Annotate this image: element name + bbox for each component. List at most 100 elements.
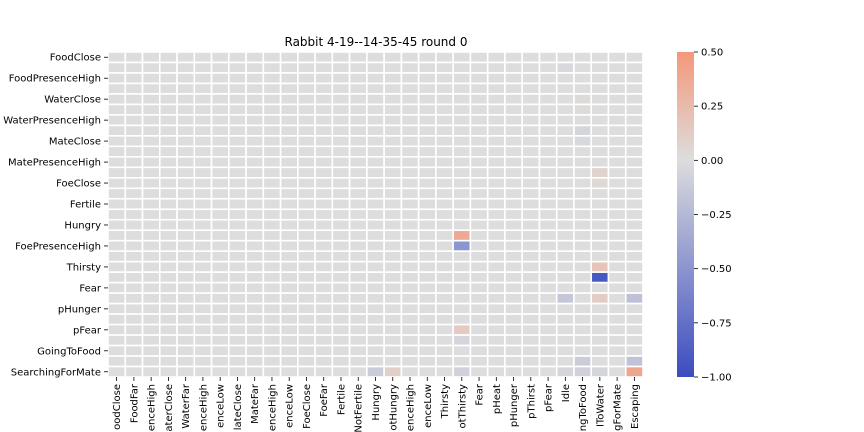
heatmap-cell (297, 323, 316, 336)
heatmap-cell (555, 229, 575, 242)
heatmap-cell (297, 218, 316, 232)
heatmap-cell (504, 229, 524, 242)
y-tick-label: pFear (73, 325, 102, 336)
colorbar-tick-label: 0.50 (701, 48, 723, 59)
x-tick-label: Fertile (336, 384, 347, 415)
y-tick-label: FoePresenceHigh (15, 241, 101, 252)
heatmap-cell (158, 271, 178, 284)
heatmap-cell (193, 187, 213, 200)
heatmap-cell (245, 197, 265, 211)
heatmap-cell (452, 93, 472, 106)
heatmap-cell (141, 51, 161, 64)
heatmap-cells (107, 51, 644, 378)
heatmap-cell (590, 271, 610, 284)
y-tick-label: Fear (79, 283, 101, 294)
heatmap-cell (435, 229, 454, 242)
heatmap-cell (107, 103, 127, 116)
heatmap-cell (486, 313, 506, 326)
x-tick-label: pThirst (526, 384, 537, 419)
heatmap-cell (158, 82, 178, 95)
heatmap-cell (590, 51, 610, 64)
heatmap-cell (228, 82, 247, 95)
heatmap-cell (176, 281, 196, 294)
heatmap-cell (435, 313, 454, 326)
heatmap-cell (262, 239, 282, 252)
heatmap-cell (279, 197, 299, 211)
heatmap-cell (124, 250, 144, 263)
heatmap-cell (245, 302, 265, 315)
heatmap-cell (262, 187, 282, 200)
heatmap-cell (504, 61, 524, 74)
heatmap-cell (417, 197, 437, 211)
heatmap-cell (314, 281, 334, 294)
heatmap-cell (400, 281, 420, 294)
heatmap-cell (228, 344, 247, 357)
heatmap-cell (141, 124, 161, 137)
heatmap-cell (158, 302, 178, 315)
heatmap-cell (176, 323, 196, 336)
heatmap-cell (193, 292, 213, 305)
heatmap-cell (348, 61, 368, 74)
heatmap-cell (383, 61, 403, 74)
heatmap-cell (262, 365, 282, 378)
heatmap-cell (452, 218, 472, 232)
heatmap-cell (279, 281, 299, 294)
heatmap-cell (366, 61, 385, 74)
heatmap-cell (279, 218, 299, 232)
y-tick-label: Fertile (70, 200, 101, 211)
heatmap-cell (193, 218, 213, 232)
heatmap-cell (245, 260, 265, 273)
heatmap-cell (210, 82, 230, 95)
heatmap-cell (297, 72, 316, 85)
heatmap-cell (624, 229, 644, 242)
heatmap-cell (452, 124, 472, 137)
heatmap-cell (107, 124, 127, 137)
heatmap-cell (555, 271, 575, 284)
heatmap-cell (435, 292, 454, 305)
heatmap-cell (486, 61, 506, 74)
heatmap-cell (314, 156, 334, 169)
heatmap-cell (573, 145, 593, 158)
heatmap-cell (607, 82, 627, 95)
heatmap-cell (435, 51, 454, 64)
heatmap-cell (504, 344, 524, 357)
heatmap-cell (573, 302, 593, 315)
heatmap-cell (538, 281, 558, 294)
heatmap-cell (538, 239, 558, 252)
heatmap-cell (573, 82, 593, 95)
heatmap-cell (331, 135, 351, 148)
heatmap-cell (366, 250, 385, 263)
heatmap-cell (417, 93, 437, 106)
heatmap-cell (469, 124, 489, 137)
heatmap-cell (417, 292, 437, 305)
heatmap-cell (400, 323, 420, 336)
heatmap-cell (486, 135, 506, 148)
heatmap-cell (158, 103, 178, 116)
heatmap-cell (348, 135, 368, 148)
heatmap-cell (400, 355, 420, 368)
heatmap-cell (228, 365, 247, 378)
heatmap-cell (228, 61, 247, 74)
heatmap-cell (521, 114, 541, 127)
heatmap-cell (624, 218, 644, 232)
heatmap-cell (590, 124, 610, 137)
heatmap-cell (210, 271, 230, 284)
heatmap-cell (504, 323, 524, 336)
heatmap-cell (158, 365, 178, 378)
heatmap-cell (228, 187, 247, 200)
heatmap-cell (590, 239, 610, 252)
heatmap-cell (435, 61, 454, 74)
heatmap-cell (314, 334, 334, 347)
heatmap-cell (348, 197, 368, 211)
y-tick-label: Hungry (64, 220, 101, 231)
heatmap-cell (331, 114, 351, 127)
heatmap-cell (573, 250, 593, 263)
heatmap-cell (590, 281, 610, 294)
heatmap-cell (314, 82, 334, 95)
x-tick-label: NotFertile (354, 384, 365, 432)
heatmap-cell (193, 156, 213, 169)
heatmap-cell (573, 93, 593, 106)
colorbar-tick-label: 0.25 (701, 102, 723, 113)
heatmap-cell (297, 250, 316, 263)
heatmap-cell (452, 208, 472, 221)
